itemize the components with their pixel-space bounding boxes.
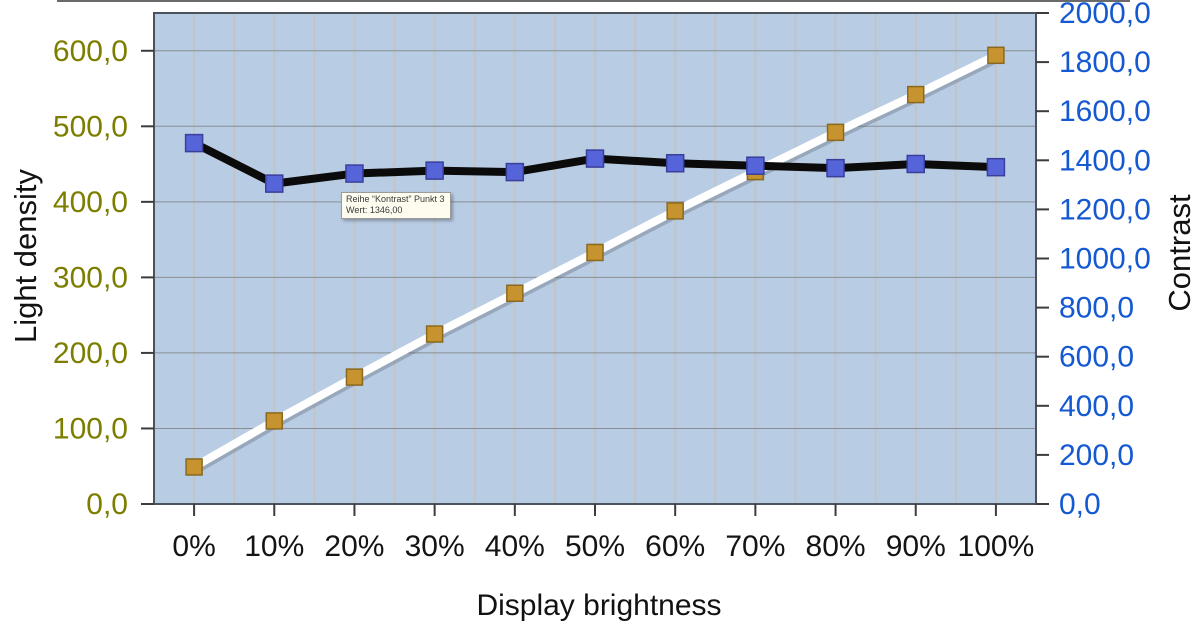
marker-kontrast-7[interactable] (746, 156, 765, 175)
right-axis-tick-label: 600,0 (1059, 341, 1134, 374)
right-axis-tick-label: 200,0 (1059, 439, 1134, 472)
marker-kontrast-8[interactable] (826, 158, 845, 178)
right-axis-tick-label: 1000,0 (1059, 243, 1151, 276)
left-axis-tick-label: 600,0 (53, 35, 128, 68)
marker-light-density-6[interactable] (666, 202, 684, 220)
right-axis-tick-label: 800,0 (1059, 292, 1134, 325)
marker-light-density-1[interactable] (265, 412, 284, 430)
marker-kontrast-2[interactable] (345, 164, 364, 183)
datapoint-tooltip: Reihe “Kontrast” Punkt 3 Wert: 1346,00 (341, 192, 451, 219)
marker-kontrast-9[interactable] (906, 154, 925, 174)
x-axis-category-label: 100% (958, 530, 1035, 563)
x-axis-category-label: 40% (485, 530, 545, 563)
marker-light-density-0[interactable] (185, 458, 203, 476)
x-axis-category-label: 0% (172, 530, 215, 563)
left-axis-tick-label: 400,0 (53, 186, 128, 219)
x-axis-category-label: 90% (886, 530, 946, 563)
right-axis-title: Contrast (1162, 194, 1197, 312)
x-axis-category-label: 30% (405, 530, 465, 563)
x-axis-category-label: 20% (324, 530, 384, 563)
left-axis-tick-label: 200,0 (53, 337, 128, 370)
right-axis-tick-label: 1200,0 (1059, 193, 1151, 226)
left-axis-tick-label: 500,0 (53, 110, 128, 143)
left-axis-tick-label: 300,0 (53, 261, 128, 294)
chart-edge-line (57, 0, 1130, 2)
right-axis-tick-label: 1600,0 (1059, 95, 1151, 128)
tooltip-series-line: Reihe “Kontrast” Punkt 3 (346, 194, 445, 204)
x-axis-category-label: 70% (725, 530, 785, 563)
marker-light-density-4[interactable] (506, 284, 524, 302)
left-axis-tick-label: 0,0 (86, 488, 128, 521)
x-axis-title: Display brightness (476, 589, 722, 622)
marker-light-density-8[interactable] (826, 123, 845, 142)
marker-light-density-2[interactable] (345, 368, 364, 386)
marker-kontrast-4[interactable] (505, 162, 525, 182)
right-axis-tick-label: 1800,0 (1059, 46, 1151, 79)
right-axis-tick-label: 2000,0 (1059, 0, 1151, 30)
tooltip-value-line: Wert: 1346,00 (346, 205, 403, 215)
marker-light-density-3[interactable] (425, 325, 444, 343)
marker-kontrast-1[interactable] (265, 174, 284, 193)
marker-light-density-10[interactable] (987, 46, 1005, 65)
left-axis-tick-label: 100,0 (53, 412, 128, 445)
x-axis-category-label: 50% (565, 530, 625, 563)
x-axis-category-label: 80% (806, 530, 866, 563)
right-axis-tick-label: 1400,0 (1059, 144, 1151, 177)
marker-light-density-9[interactable] (906, 85, 925, 104)
marker-light-density-5[interactable] (586, 243, 604, 262)
marker-kontrast-5[interactable] (585, 149, 605, 168)
marker-kontrast-3[interactable] (425, 161, 444, 180)
right-axis-tick-label: 0,0 (1059, 488, 1101, 521)
x-axis-category-label: 60% (645, 530, 705, 563)
right-axis-tick-label: 400,0 (1059, 390, 1134, 423)
marker-kontrast-0[interactable] (184, 133, 204, 153)
marker-kontrast-10[interactable] (986, 157, 1006, 177)
marker-kontrast-6[interactable] (665, 153, 685, 173)
x-axis-category-label: 10% (244, 530, 304, 563)
left-axis-title: Light density (8, 168, 43, 344)
